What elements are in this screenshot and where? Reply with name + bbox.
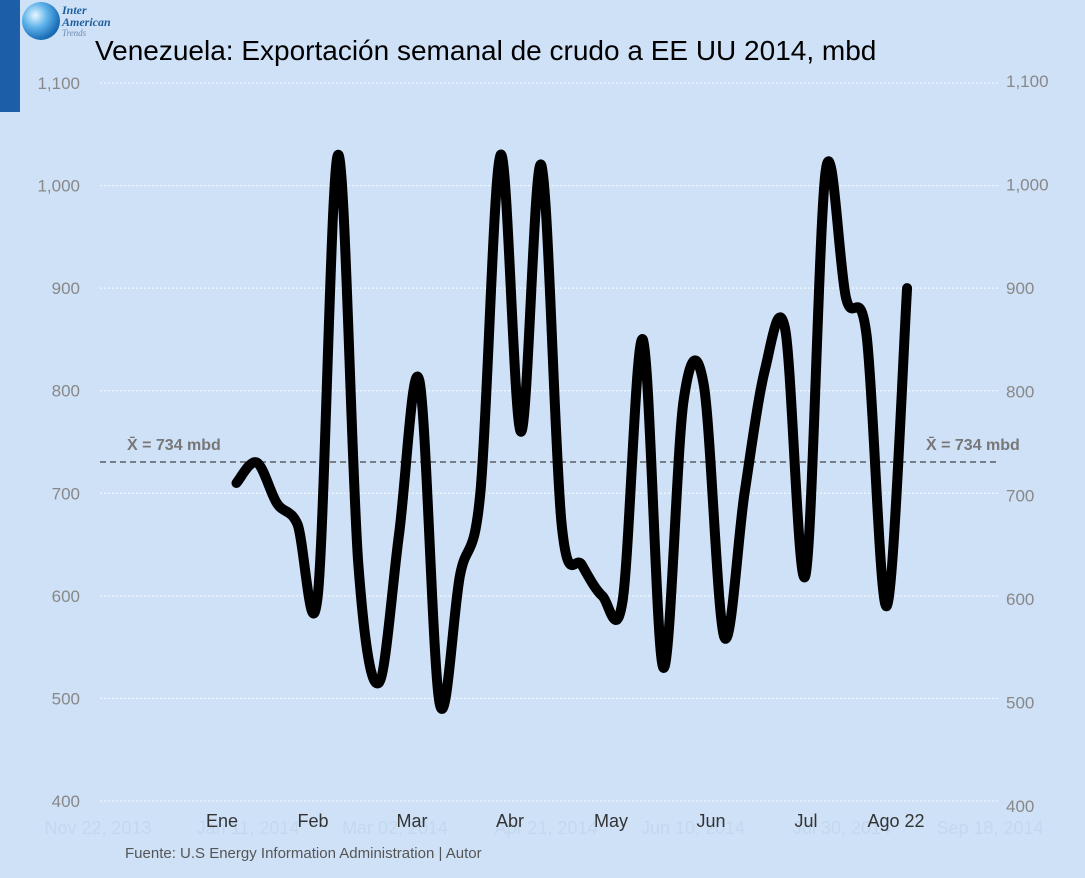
- mean-label-right: X̄ = 734 mbd: [926, 435, 1020, 454]
- logo-text-line3: Trends: [62, 28, 87, 38]
- chart-title: Venezuela: Exportación semanal de crudo …: [95, 35, 877, 66]
- month-label: May: [594, 811, 628, 831]
- series-layer: [231, 149, 913, 714]
- globe-icon: [22, 2, 60, 40]
- month-label: Ago 22: [867, 811, 924, 831]
- y-tick-label-left: 1,100: [37, 74, 80, 93]
- logo-text-line1: Inter: [62, 3, 87, 17]
- y-tick-label-right: 800: [1006, 383, 1034, 402]
- y-tick-label-right: 900: [1006, 279, 1034, 298]
- ghost-x-tick-label: Apr 21, 2014: [494, 818, 597, 838]
- ghost-x-tick-label: Mar 02, 2014: [342, 818, 448, 838]
- ghost-date-ticks: Nov 22, 2013 Jan 11, 2014 Mar 02, 2014 Apr …: [44, 818, 1043, 838]
- right-y-axis: 1,100 1,000 900 800 700 600 500 400: [1006, 72, 1049, 816]
- mean-label-left: X̄ = 734 mbd: [127, 435, 221, 454]
- logo-text-line2: American: [62, 15, 111, 29]
- y-tick-label-left: 800: [52, 382, 80, 401]
- ghost-x-tick-label: Sep 18, 2014: [936, 818, 1043, 838]
- inter-american-trends-logo: Inter American Trends: [22, 2, 132, 42]
- ghost-x-tick-label: Jul 30, 2014: [793, 818, 891, 838]
- y-tick-label-right: 1,000: [1006, 176, 1049, 195]
- y-tick-label-left: 600: [52, 587, 80, 606]
- series-line-exports: [231, 149, 913, 714]
- month-label: Abr: [496, 811, 524, 831]
- y-tick-label-right: 600: [1006, 590, 1034, 609]
- left-accent-bar: [0, 0, 20, 112]
- gridlines: [100, 82, 1000, 802]
- y-tick-label-left: 500: [52, 689, 80, 708]
- y-tick-label-left: 700: [52, 484, 80, 503]
- source-note: Fuente: U.S Energy Information Administr…: [125, 845, 482, 862]
- y-tick-label-right: 700: [1006, 486, 1034, 505]
- y-tick-label-left: 400: [52, 792, 80, 811]
- y-tick-label-left: 900: [52, 279, 80, 298]
- y-tick-label-right: 400: [1006, 797, 1034, 816]
- month-label: Jul: [794, 811, 817, 831]
- ghost-x-tick-label: Nov 22, 2013: [44, 818, 151, 838]
- y-tick-label-right: 500: [1006, 693, 1034, 712]
- month-labels: Ene Feb Mar Abr May Jun Jul Ago 22: [206, 811, 925, 831]
- ghost-x-tick-label: Jan 11, 2014: [197, 818, 300, 838]
- month-label: Mar: [397, 811, 428, 831]
- month-label: Jun: [696, 811, 725, 831]
- y-tick-label-right: 1,100: [1006, 72, 1049, 91]
- left-y-axis: 1,100 1,000 900 800 700 600 500 400: [37, 74, 80, 811]
- y-tick-label-left: 1,000: [37, 177, 80, 196]
- month-label: Feb: [297, 811, 328, 831]
- month-label: Ene: [206, 811, 238, 831]
- ghost-x-tick-label: Jun 10, 2014: [641, 818, 745, 838]
